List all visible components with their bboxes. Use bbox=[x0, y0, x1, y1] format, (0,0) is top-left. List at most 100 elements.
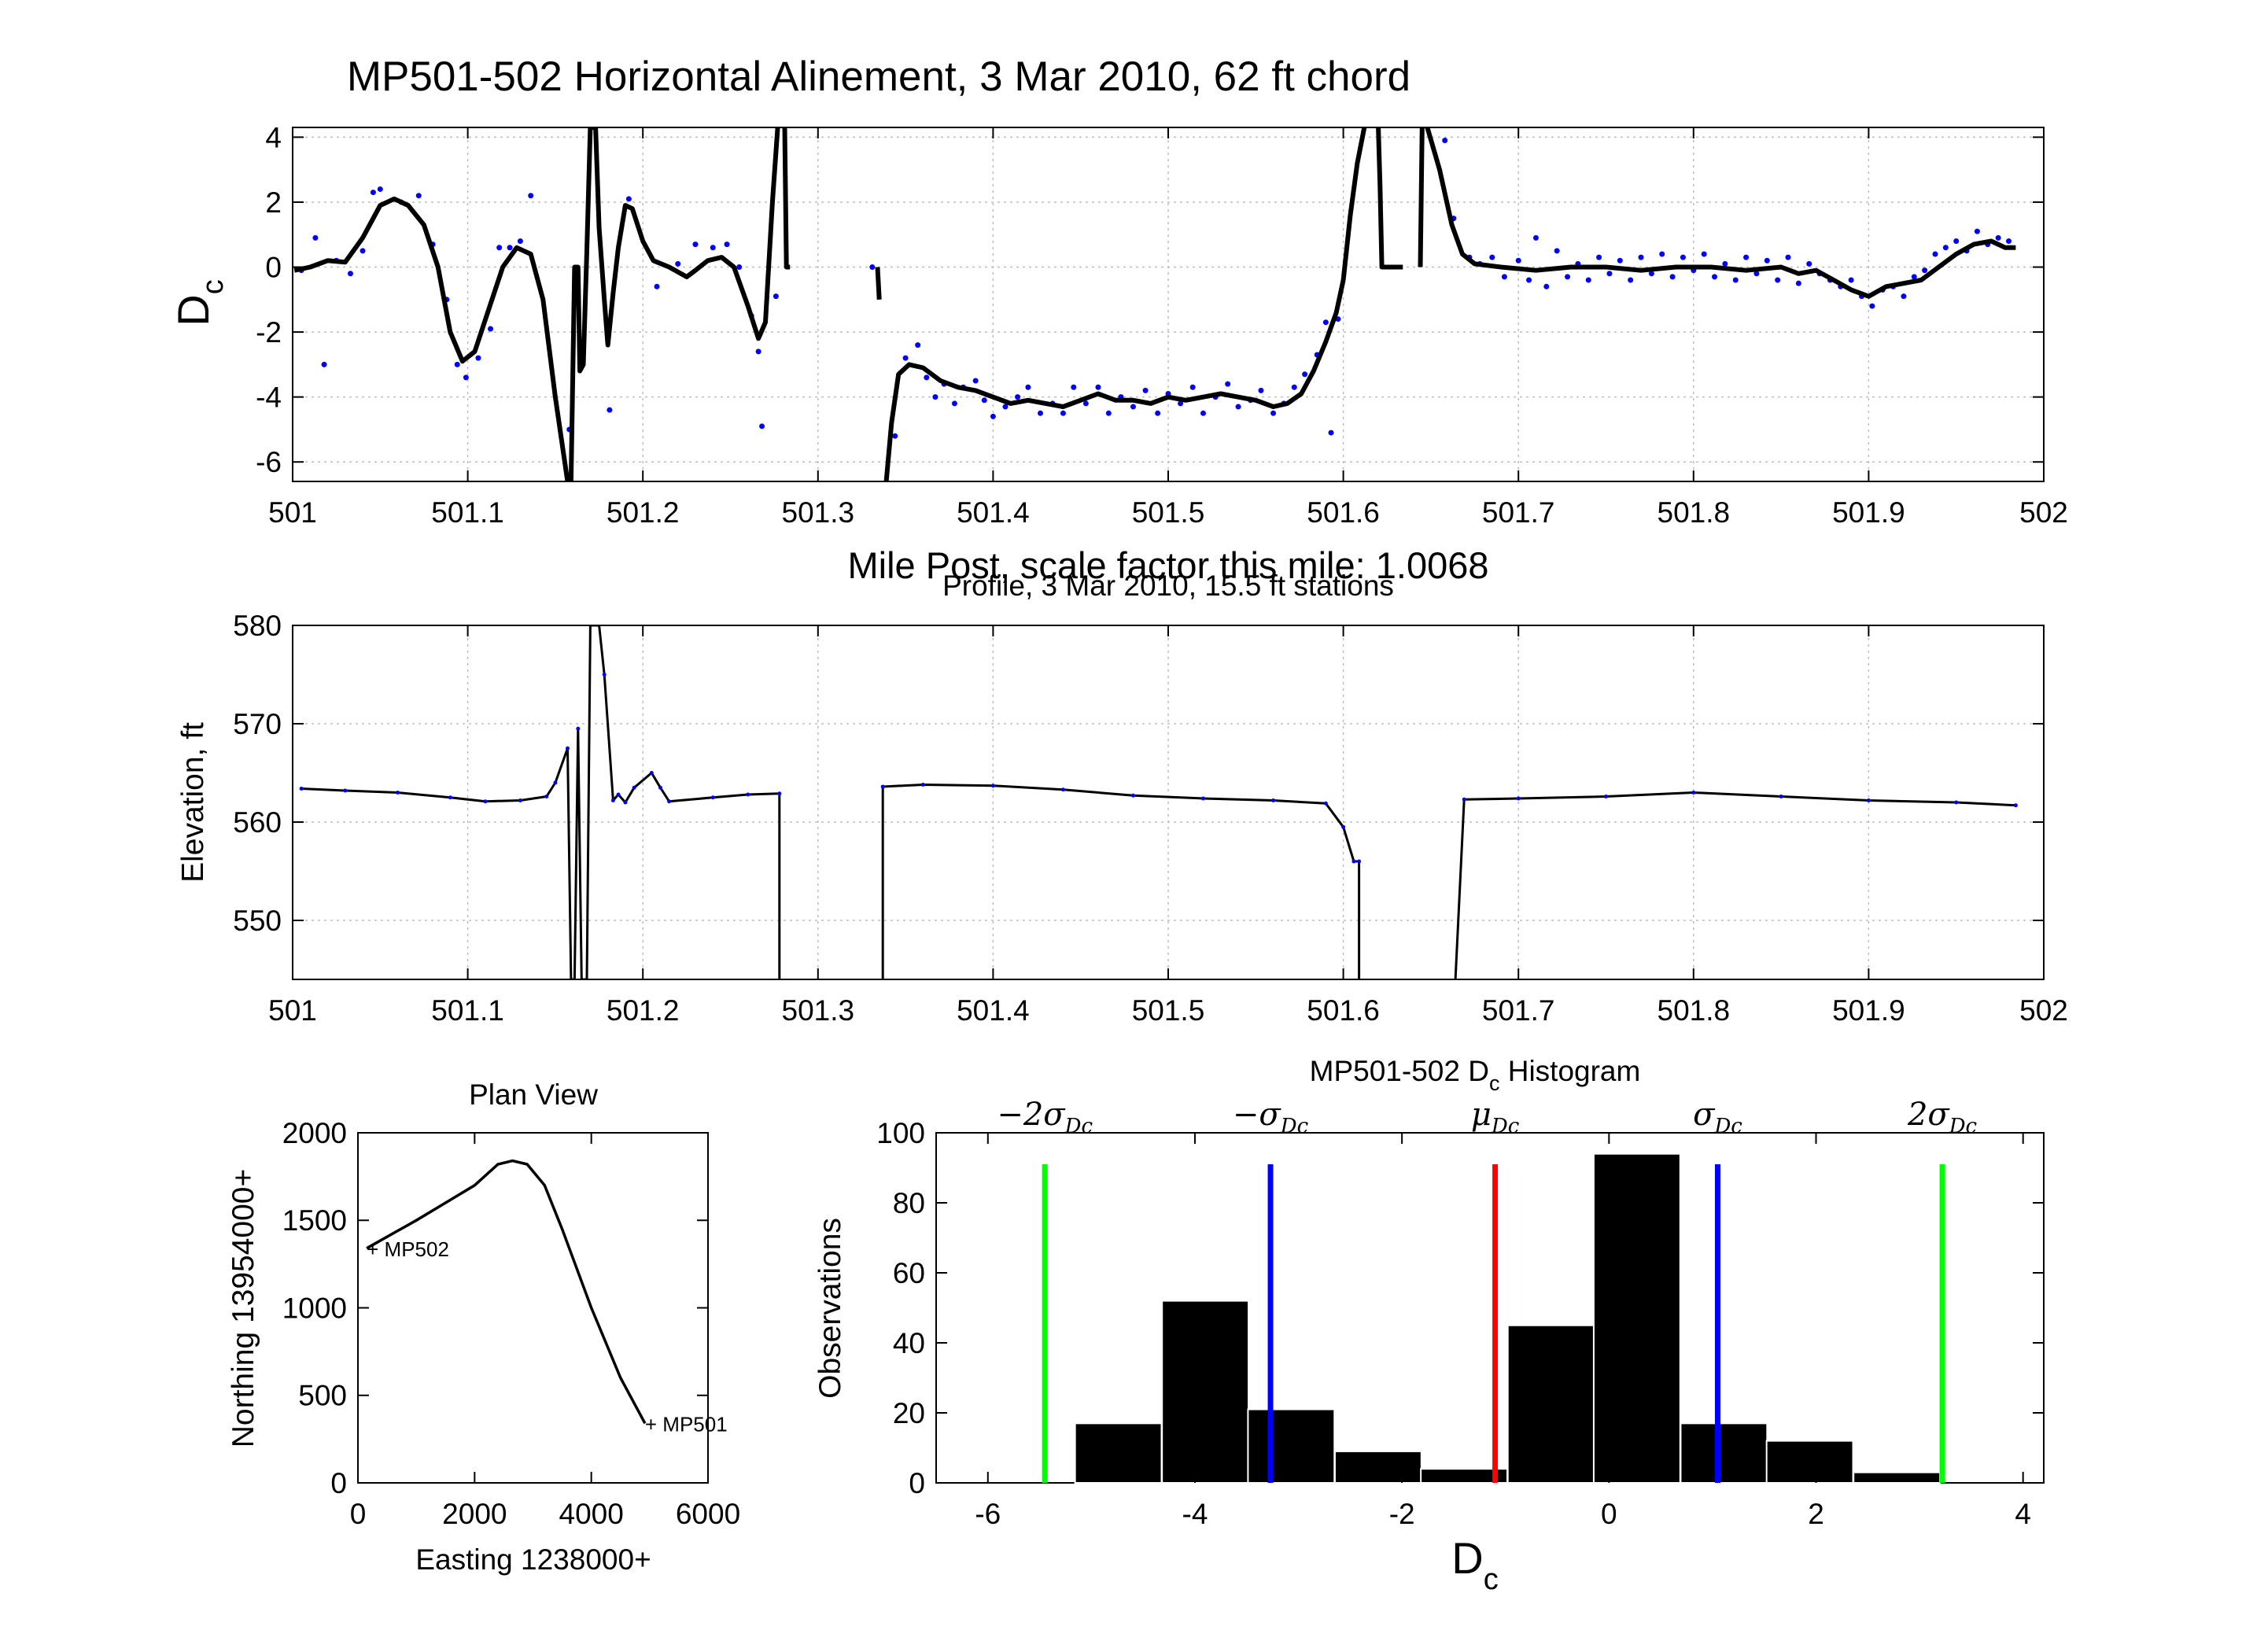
p4-y-tick-label: 100 bbox=[876, 1117, 925, 1149]
p1-y-tick-label: -4 bbox=[256, 382, 282, 414]
profile-data-point bbox=[343, 788, 348, 793]
alignment-data-point bbox=[1328, 430, 1334, 436]
profile-data-point bbox=[299, 787, 304, 791]
alignment-data-point bbox=[1515, 257, 1521, 264]
profile-data-point bbox=[1130, 793, 1135, 798]
plan-milepost-label: + MP502 bbox=[367, 1237, 449, 1261]
plan-track-line bbox=[366, 1159, 647, 1425]
profile-data-point bbox=[880, 784, 885, 789]
p1-y-tick-label: 2 bbox=[265, 186, 282, 219]
profile-data-point bbox=[1954, 800, 1959, 805]
plan-x-label: Easting 1238000+ bbox=[415, 1543, 651, 1576]
alignment-data-point bbox=[692, 242, 699, 248]
profile-data-point bbox=[1341, 824, 1346, 829]
alignment-data-point bbox=[1532, 234, 1539, 241]
p4-x-tick-label: 0 bbox=[1601, 1498, 1617, 1530]
alignment-data-point bbox=[1628, 277, 1634, 283]
alignment-data-point bbox=[869, 264, 876, 271]
alignment-title: MP501-502 Horizontal Alinement, 3 Mar 20… bbox=[347, 53, 1410, 100]
alignment-data-point bbox=[1911, 274, 1917, 280]
p3-y-tick-label: 2000 bbox=[282, 1117, 347, 1149]
plan-view-plot: Plan View 0 2000 4000 60002000150010005000 … bbox=[227, 1079, 740, 1576]
p2-x-tick-label: 501.7 bbox=[1482, 994, 1555, 1027]
p1-x-tick-label: 501.4 bbox=[957, 496, 1030, 529]
alignment-data-point bbox=[736, 264, 743, 271]
p2-x-tick-label: 501.3 bbox=[782, 994, 855, 1027]
p1-x-tick-label: 502 bbox=[2019, 496, 2068, 529]
alignment-data-point bbox=[321, 361, 327, 367]
alignment-data-point bbox=[1596, 254, 1602, 260]
histogram-stat-label: 2σDc bbox=[1907, 1097, 1978, 1138]
alignment-data-point bbox=[377, 186, 383, 192]
alignment-data-point bbox=[475, 355, 481, 361]
alignment-series-line bbox=[1376, 127, 1403, 270]
histogram-title: MP501-502 Dc Histogram bbox=[1310, 1055, 1641, 1095]
alignment-data-point bbox=[972, 378, 979, 384]
alignment-data-point bbox=[1648, 271, 1654, 277]
alignment-data-point bbox=[607, 407, 613, 413]
alignment-data-point bbox=[1869, 303, 1875, 309]
p3-y-tick-label: 0 bbox=[330, 1467, 347, 1499]
profile-data-point bbox=[1271, 798, 1276, 802]
p4-x-tick-label: -4 bbox=[1182, 1498, 1208, 1530]
alignment-data-point bbox=[1806, 260, 1812, 267]
alignment-data-point bbox=[1015, 394, 1021, 400]
histogram-bar bbox=[1247, 1408, 1336, 1484]
alignment-data-point bbox=[1554, 248, 1560, 254]
p2-y-tick-label: 550 bbox=[233, 905, 282, 937]
alignment-data-point bbox=[2005, 238, 2012, 244]
alignment-data-point bbox=[1095, 384, 1101, 390]
p2-y-tick-label: 580 bbox=[233, 610, 282, 642]
histogram-bar bbox=[1765, 1440, 1854, 1484]
alignment-data-point bbox=[1659, 251, 1665, 257]
alignment-data-point bbox=[1270, 410, 1277, 416]
alignment-data-point bbox=[1178, 400, 1184, 407]
profile-data-point bbox=[518, 798, 522, 802]
alignment-data-point bbox=[773, 293, 779, 300]
histogram-bar bbox=[1074, 1422, 1163, 1484]
profile-data-point bbox=[448, 795, 452, 800]
profile-plot: Profile, 3 Mar 2010, 15.5 ft stations 50… bbox=[176, 570, 2068, 1027]
alignment-data-point bbox=[1669, 274, 1676, 280]
p3-y-tick-label: 1000 bbox=[282, 1292, 347, 1324]
profile-series-line bbox=[301, 625, 781, 979]
histogram-bar bbox=[1853, 1471, 1941, 1484]
profile-data-point bbox=[990, 784, 995, 788]
alignment-data-point bbox=[1785, 254, 1791, 260]
profile-data-point bbox=[602, 673, 607, 677]
p4-y-tick-label: 60 bbox=[893, 1257, 925, 1289]
alignment-data-point bbox=[347, 271, 353, 277]
alignment-data-point bbox=[1565, 274, 1571, 280]
profile-data-point bbox=[1604, 795, 1608, 798]
alignment-data-point bbox=[759, 423, 765, 430]
histogram-stat-label: σDc bbox=[1693, 1097, 1742, 1138]
profile-data-point bbox=[710, 795, 715, 800]
alignment-data-point bbox=[1155, 410, 1161, 416]
alignment-data-point bbox=[1258, 387, 1264, 393]
alignment-data-point bbox=[1235, 404, 1241, 410]
histogram-plot: MP501-502 Dc Histogram −2σDc −σDc μDc σDc 2σ… bbox=[813, 1055, 2045, 1596]
alignment-data-point bbox=[1953, 238, 1960, 244]
profile-data-point bbox=[777, 791, 782, 796]
profile-data-point bbox=[610, 798, 615, 802]
p1-x-tick-label: 501.8 bbox=[1658, 496, 1731, 529]
alignment-data-point bbox=[1712, 274, 1718, 280]
profile-data-point bbox=[1060, 787, 1065, 792]
alignment-data-point bbox=[1585, 277, 1591, 283]
p2-x-tick-label: 501.4 bbox=[957, 994, 1030, 1027]
alignment-data-point bbox=[463, 374, 469, 381]
alignment-data-point bbox=[710, 245, 716, 251]
alignment-data-point bbox=[1606, 271, 1613, 277]
alignment-data-point bbox=[724, 242, 730, 248]
p2-x-tick-label: 501.2 bbox=[607, 994, 680, 1027]
alignment-series-line bbox=[883, 127, 1367, 481]
alignment-data-point bbox=[488, 326, 494, 332]
alignment-series-line bbox=[875, 267, 882, 300]
profile-data-point bbox=[544, 795, 549, 798]
alignment-data-point bbox=[1189, 384, 1196, 390]
p1-x-tick-label: 501 bbox=[268, 496, 317, 529]
histogram-bar bbox=[1680, 1422, 1768, 1484]
profile-data-point bbox=[658, 785, 662, 790]
profile-data-point bbox=[576, 726, 581, 731]
